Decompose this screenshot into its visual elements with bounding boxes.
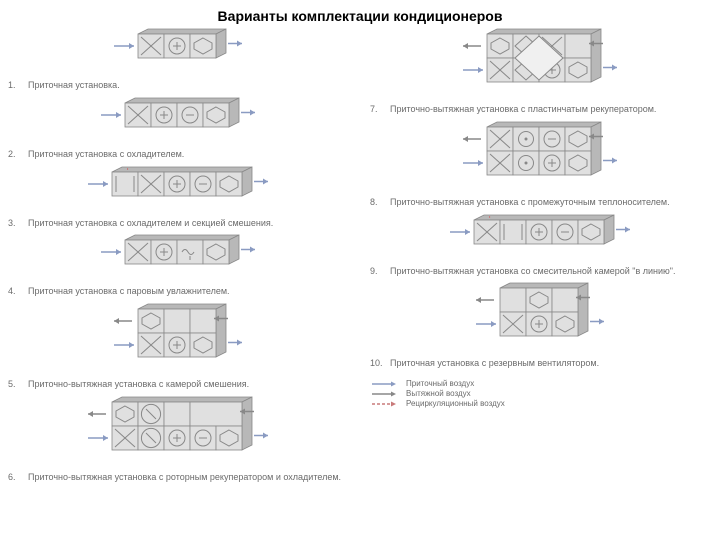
config-caption: 8. Приточно-вытяжная установка с промежу… — [370, 197, 712, 208]
config-item: 6. Приточно-вытяжная установка с роторны… — [8, 396, 350, 483]
config-item: 9. Приточно-вытяжная установка со смесит… — [370, 214, 712, 277]
left-column: 1. Приточная установка. 2. Приточная уст… — [8, 28, 350, 483]
unit-diagram — [370, 282, 712, 356]
legend-label: Вытяжной воздух — [406, 389, 471, 398]
config-caption: 7. Приточно-вытяжная установка с пластин… — [370, 104, 712, 115]
legend: Приточный воздух Вытяжной воздух Рецирку… — [370, 379, 712, 409]
config-number: 8. — [370, 197, 384, 208]
layout-columns: 1. Приточная установка. 2. Приточная уст… — [8, 28, 712, 483]
unit-diagram — [8, 396, 350, 470]
legend-label: Приточный воздух — [406, 379, 474, 388]
legend-label: Рециркуляционный воздух — [406, 399, 505, 408]
config-number: 3. — [8, 218, 22, 229]
config-item: 8. Приточно-вытяжная установка с промежу… — [370, 121, 712, 208]
config-caption: 9. Приточно-вытяжная установка со смесит… — [370, 266, 712, 277]
config-caption: 2. Приточная установка с охладителем. — [8, 149, 350, 160]
legend-row: Вытяжной воздух — [370, 389, 712, 398]
config-label: Приточная установка с паровым увлажнител… — [28, 286, 230, 297]
config-label: Приточная установка. — [28, 80, 120, 91]
legend-row: Приточный воздух — [370, 379, 712, 388]
config-caption: 5. Приточно-вытяжная установка с камерой… — [8, 379, 350, 390]
config-label: Приточная установка с резервным вентилят… — [390, 358, 599, 369]
unit-diagram — [370, 121, 712, 195]
config-label: Приточно-вытяжная установка со смеситель… — [390, 266, 676, 277]
unit-diagram — [8, 97, 350, 147]
config-item: 10. Приточная установка с резервным вент… — [370, 282, 712, 369]
config-number: 2. — [8, 149, 22, 160]
unit-diagram — [8, 28, 350, 78]
config-caption: 6. Приточно-вытяжная установка с роторны… — [8, 472, 350, 483]
right-column: 7. Приточно-вытяжная установка с пластин… — [370, 28, 712, 483]
config-label: Приточно-вытяжная установка с промежуточ… — [390, 197, 670, 208]
config-item: 5. Приточно-вытяжная установка с камерой… — [8, 303, 350, 390]
config-item: 7. Приточно-вытяжная установка с пластин… — [370, 28, 712, 115]
config-number: 1. — [8, 80, 22, 91]
config-number: 6. — [8, 472, 22, 483]
legend-arrow-icon — [370, 400, 400, 408]
config-caption: 4. Приточная установка с паровым увлажни… — [8, 286, 350, 297]
config-label: Приточная установка с охладителем. — [28, 149, 184, 160]
config-item: 1. Приточная установка. — [8, 28, 350, 91]
config-caption: 3. Приточная установка с охладителем и с… — [8, 218, 350, 229]
unit-diagram — [8, 166, 350, 216]
config-item: 2. Приточная установка с охладителем. — [8, 97, 350, 160]
page-title: Варианты комплектации кондиционеров — [8, 8, 712, 24]
legend-arrow-icon — [370, 390, 400, 398]
config-item: 3. Приточная установка с охладителем и с… — [8, 166, 350, 229]
config-label: Приточно-вытяжная установка с камерой см… — [28, 379, 249, 390]
config-caption: 10. Приточная установка с резервным вент… — [370, 358, 712, 369]
unit-diagram — [8, 303, 350, 377]
config-number: 7. — [370, 104, 384, 115]
legend-arrow-icon — [370, 380, 400, 388]
config-number: 9. — [370, 266, 384, 277]
config-item: 4. Приточная установка с паровым увлажни… — [8, 234, 350, 297]
config-label: Приточная установка с охладителем и секц… — [28, 218, 273, 229]
unit-diagram — [370, 214, 712, 264]
config-label: Приточно-вытяжная установка с пластинчат… — [390, 104, 656, 115]
unit-diagram — [8, 234, 350, 284]
config-number: 5. — [8, 379, 22, 390]
config-number: 4. — [8, 286, 22, 297]
config-number: 10. — [370, 358, 384, 369]
config-label: Приточно-вытяжная установка с роторным р… — [28, 472, 341, 483]
unit-diagram — [370, 28, 712, 102]
config-caption: 1. Приточная установка. — [8, 80, 350, 91]
legend-row: Рециркуляционный воздух — [370, 399, 712, 408]
